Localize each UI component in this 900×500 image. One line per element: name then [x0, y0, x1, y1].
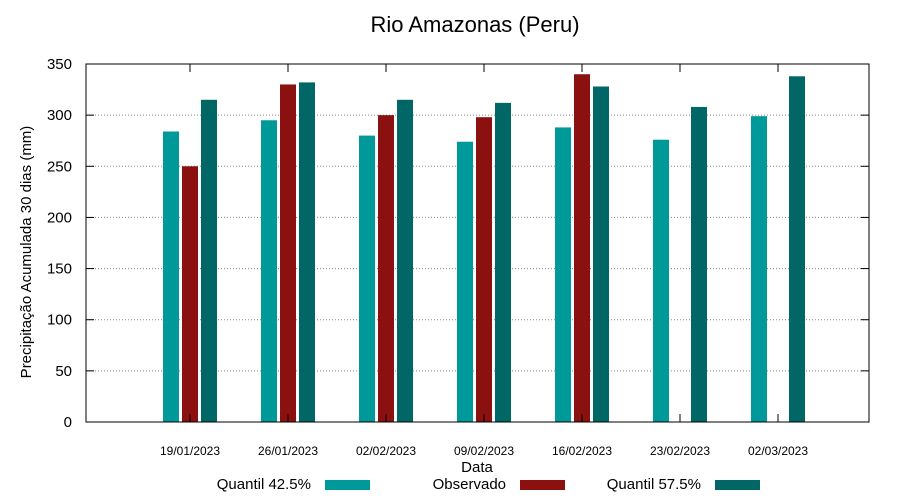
- bar-quantil-57-5--5: [691, 106, 707, 423]
- bar-quantil-57-5--0: [201, 99, 217, 423]
- bar-quantil-57-5--4: [593, 86, 609, 422]
- y-tick-label: 250: [47, 158, 72, 175]
- y-tick-label: 350: [47, 56, 72, 73]
- legend-swatch: [325, 480, 370, 490]
- x-tick-label: 26/01/2023: [258, 444, 318, 458]
- x-tick-label: 09/02/2023: [454, 444, 514, 458]
- bar-quantil-42-5--2: [359, 135, 375, 422]
- legend-swatch: [520, 480, 565, 490]
- y-tick-label: 100: [47, 312, 72, 329]
- bar-observado-4: [574, 74, 590, 422]
- bar-observado-3: [476, 117, 492, 422]
- plot-frame: [85, 63, 870, 423]
- y-axis-ticks: 0 50 100 150 200 250 300 350: [47, 56, 869, 431]
- x-tick-label: 19/01/2023: [160, 444, 220, 458]
- y-tick-label: 300: [47, 107, 72, 124]
- chart-title: Rio Amazonas (Peru): [370, 12, 579, 37]
- y-axis-label: Precipitação Acumulada 30 dias (mm): [18, 126, 35, 379]
- y-tick-label: 200: [47, 209, 72, 226]
- y-tick-label: 50: [55, 363, 72, 380]
- bar-quantil-42-5--1: [261, 120, 277, 422]
- x-tick-label: 02/02/2023: [356, 444, 416, 458]
- x-axis-label: Data: [461, 459, 493, 476]
- bar-quantil-42-5--5: [653, 139, 669, 423]
- bar-quantil-42-5--6: [751, 116, 767, 422]
- bar-quantil-57-5--6: [789, 76, 805, 422]
- bar-quantil-42-5--0: [163, 131, 179, 422]
- legend-label: Quantil 57.5%: [607, 476, 701, 493]
- x-tick-label: 23/02/2023: [650, 444, 710, 458]
- bar-quantil-57-5--3: [495, 102, 511, 423]
- legend-label: Quantil 42.5%: [217, 476, 311, 493]
- bar-observado-1: [280, 84, 296, 422]
- bar-quantil-42-5--3: [457, 141, 473, 423]
- bar-quantil-57-5--1: [299, 82, 315, 422]
- y-tick-label: 150: [47, 261, 72, 278]
- y-tick-label: 0: [64, 414, 72, 431]
- legend-swatch: [715, 480, 760, 490]
- legend: Quantil 42.5% Observado Quantil 57.5%: [217, 476, 760, 493]
- x-tick-label: 16/02/2023: [552, 444, 612, 458]
- bar-observado-0: [182, 166, 198, 422]
- x-axis-ticks: 19/01/2023 26/01/2023 02/02/2023 09/02/2023…: [160, 64, 808, 458]
- x-tick-label: 02/03/2023: [748, 444, 808, 458]
- bar-quantil-57-5--2: [397, 99, 413, 423]
- legend-label: Observado: [433, 476, 506, 493]
- bar-quantil-42-5--4: [555, 127, 571, 422]
- bar-observado-2: [378, 115, 394, 423]
- bars: [163, 74, 805, 423]
